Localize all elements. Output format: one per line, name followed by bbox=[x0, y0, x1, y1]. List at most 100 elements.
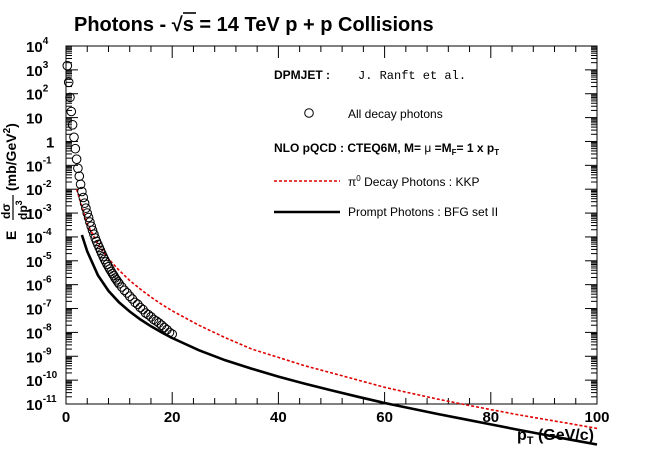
y-tick-labels: 10410310210110-110-210-310-410-510-610-7… bbox=[26, 36, 58, 414]
chart-title-sqrt: s bbox=[183, 14, 194, 36]
y-tick-label: 104 bbox=[26, 36, 49, 56]
legend: DPMJET : J. Ranft et al. All decay photo… bbox=[274, 68, 499, 219]
data-point bbox=[132, 299, 143, 310]
y-tick-base: 10 bbox=[26, 230, 43, 247]
data-point bbox=[78, 192, 89, 203]
chart-title-suffix: = 14 TeV p + p Collisions bbox=[194, 14, 434, 36]
legend-label-pi0: π0 Decay Photons : KKP bbox=[348, 174, 479, 189]
y-tick-label: 1 bbox=[46, 134, 54, 151]
y-tick-exp: -9 bbox=[43, 346, 52, 357]
x-tick-labels: 0 20 40 60 80 100 bbox=[62, 409, 610, 426]
sqrt-sign: √ bbox=[172, 14, 184, 36]
y-tick-label: 10-5 bbox=[26, 251, 52, 271]
data-point bbox=[159, 322, 169, 333]
y-tick-label: 10-7 bbox=[26, 299, 52, 319]
data-point bbox=[79, 198, 90, 208]
data-point bbox=[114, 278, 124, 289]
y-tick-exp: -4 bbox=[43, 227, 52, 238]
nlo-pqcd-label: NLO pQCD : CTEQ6M, M= μ =MF= 1 x pT bbox=[274, 141, 499, 157]
legend-label-all-decay-photons: All decay photons bbox=[348, 107, 443, 121]
x-tick-label: 60 bbox=[376, 409, 393, 426]
nlo-sub-t: T bbox=[494, 148, 499, 157]
plot-frame bbox=[65, 45, 598, 405]
nlo-mu: μ bbox=[424, 141, 431, 155]
data-point bbox=[77, 186, 87, 197]
x-axis-label-unit: (GeV/c) bbox=[534, 427, 594, 444]
data-point bbox=[82, 208, 92, 218]
y-axis-label-den: dp bbox=[16, 205, 30, 220]
svg-text:dp3: dp3 bbox=[14, 200, 30, 220]
y-tick-base: 10 bbox=[26, 87, 43, 104]
y-tick-label: 10-11 bbox=[26, 394, 57, 414]
y-tick-label: 10-3 bbox=[26, 203, 52, 223]
y-tick-base: 10 bbox=[26, 349, 43, 366]
data-point bbox=[143, 309, 154, 320]
y-axis-label-e: E bbox=[3, 231, 19, 240]
data-point bbox=[81, 203, 91, 213]
y-tick-base: 10 bbox=[26, 111, 43, 128]
y-tick-exp: 4 bbox=[43, 36, 49, 47]
y-axis-label-unit-pre: (mb/GeV bbox=[3, 133, 19, 191]
chart-title-prefix: Photons - bbox=[74, 14, 172, 36]
nlo-a: NLO pQCD : CTEQ6M, M= bbox=[274, 141, 424, 155]
x-tick-label: 0 bbox=[62, 409, 70, 426]
legend-pi0-sup: 0 bbox=[356, 174, 361, 183]
data-point bbox=[117, 282, 127, 292]
y-tick-exp: -3 bbox=[43, 203, 52, 214]
data-point bbox=[124, 291, 135, 302]
dpmjet-authors: J. Ranft et al. bbox=[358, 69, 466, 83]
data-point bbox=[122, 288, 132, 298]
y-tick-label: 102 bbox=[26, 84, 49, 104]
y-tick-label: 10-6 bbox=[26, 275, 52, 295]
pi0-decay-curve bbox=[75, 188, 598, 430]
data-point bbox=[138, 304, 148, 315]
y-tick-base: 10 bbox=[26, 158, 43, 175]
x-axis-label: pT (GeV/c) bbox=[517, 427, 594, 447]
y-axis-label: E dσ dp3 (mb/GeV2) bbox=[0, 123, 30, 240]
y-tick-base: 10 bbox=[26, 325, 43, 342]
data-point bbox=[99, 254, 110, 265]
y-tick-exp: -6 bbox=[43, 275, 52, 286]
data-point bbox=[74, 171, 85, 181]
data-point bbox=[164, 327, 175, 338]
y-axis-label-num-sigma: σ bbox=[0, 203, 13, 211]
data-point bbox=[148, 314, 159, 325]
nlo-sub-f: F bbox=[452, 148, 457, 157]
data-point bbox=[101, 257, 111, 267]
x-axis-label-p: p bbox=[517, 427, 527, 444]
data-point bbox=[75, 179, 86, 190]
y-tick-label: 10-10 bbox=[26, 370, 58, 390]
y-tick-base: 10 bbox=[26, 206, 43, 223]
y-axis-label-unit-post: ) bbox=[3, 123, 19, 128]
y-tick-label: 103 bbox=[26, 60, 49, 80]
y-tick-base: 10 bbox=[26, 254, 43, 271]
series-lines bbox=[75, 188, 598, 446]
dpmjet-label: DPMJET : bbox=[274, 68, 330, 82]
axis-ticks bbox=[65, 45, 598, 405]
y-tick-label: 10-4 bbox=[26, 227, 52, 247]
nlo-b: =M bbox=[431, 141, 451, 155]
y-tick-label: 10-8 bbox=[26, 322, 52, 342]
svg-text:dσ: dσ bbox=[0, 203, 13, 219]
svg-text:(mb/GeV2): (mb/GeV2) bbox=[2, 123, 19, 191]
data-point bbox=[83, 212, 94, 223]
y-tick-exp: 2 bbox=[43, 84, 49, 95]
y-tick-label: 10-2 bbox=[26, 179, 52, 199]
y-tick-exp: -10 bbox=[43, 370, 58, 381]
y-tick-base: 10 bbox=[26, 302, 43, 319]
legend-pi0-post: Decay Photons : KKP bbox=[361, 175, 480, 189]
data-point bbox=[73, 163, 83, 174]
x-tick-label: 100 bbox=[584, 409, 609, 426]
data-point bbox=[70, 143, 81, 154]
y-tick-base: 10 bbox=[26, 278, 43, 295]
data-point bbox=[130, 297, 140, 308]
data-point bbox=[135, 302, 146, 313]
x-tick-label: 20 bbox=[164, 409, 181, 426]
y-tick-exp: -1 bbox=[43, 155, 52, 166]
data-point bbox=[71, 154, 82, 164]
data-point bbox=[167, 329, 177, 339]
y-tick-exp: 3 bbox=[43, 60, 49, 71]
data-point bbox=[69, 132, 79, 143]
data-point bbox=[162, 324, 172, 335]
y-axis-label-num-d: d bbox=[0, 212, 13, 219]
